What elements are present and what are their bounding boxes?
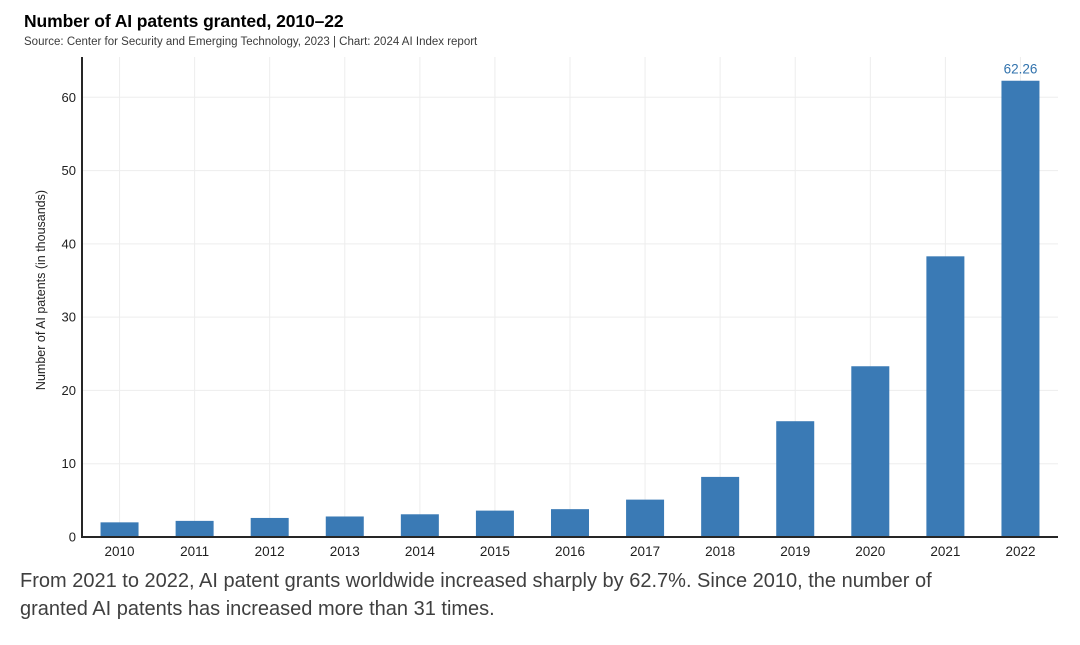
bar-2019: [776, 421, 815, 537]
bar-chart: 0 10 20 30 40 50 60 2010 2011 2012 2013 2014 2015 201…: [34, 57, 1058, 559]
x-tick-label-2016: 2016: [555, 544, 585, 559]
x-tick-label-2012: 2012: [255, 544, 285, 559]
bar-2013: [325, 516, 364, 537]
y-axis-title: Number of AI patents (in thousands): [34, 190, 48, 390]
bar-2012: [250, 517, 289, 537]
x-tick-label-2011: 2011: [180, 544, 209, 559]
bar-2022: [1001, 80, 1040, 537]
value-label-2022: 62.26: [1004, 62, 1038, 77]
x-tick-label-2021: 2021: [930, 544, 960, 559]
bar-2017: [626, 499, 665, 537]
x-tick-label-2018: 2018: [705, 544, 735, 559]
chart-source: Source: Center for Security and Emerging…: [24, 36, 478, 48]
x-tick-label-2014: 2014: [405, 544, 436, 559]
x-tick-label-2015: 2015: [480, 544, 510, 559]
y-tick-label-50: 50: [62, 163, 76, 178]
bar-2014: [400, 514, 439, 537]
bar-2016: [551, 509, 589, 537]
y-tick-label-0: 0: [69, 530, 76, 545]
bar-2021: [926, 256, 965, 537]
x-tick-label-2010: 2010: [105, 544, 135, 559]
bar-2020: [851, 366, 890, 537]
x-tick-label-2022: 2022: [1005, 544, 1035, 559]
y-tick-label-10: 10: [62, 456, 76, 471]
x-tick-label-2017: 2017: [630, 544, 660, 559]
chart-title: Number of AI patents granted, 2010–22: [24, 11, 344, 31]
x-tick-label-2020: 2020: [855, 544, 885, 559]
bar-2011: [175, 520, 214, 537]
y-tick-label-60: 60: [62, 90, 76, 105]
bar-2010: [100, 522, 139, 537]
chart-caption: From 2021 to 2022, AI patent grants worl…: [20, 570, 932, 620]
x-tick-label-2013: 2013: [330, 544, 360, 559]
bar-2018: [701, 476, 740, 537]
y-tick-label-40: 40: [62, 236, 76, 251]
bar-2015: [475, 510, 514, 537]
y-tick-label-20: 20: [62, 383, 76, 398]
y-tick-label-30: 30: [62, 310, 76, 325]
x-tick-label-2019: 2019: [780, 544, 810, 559]
